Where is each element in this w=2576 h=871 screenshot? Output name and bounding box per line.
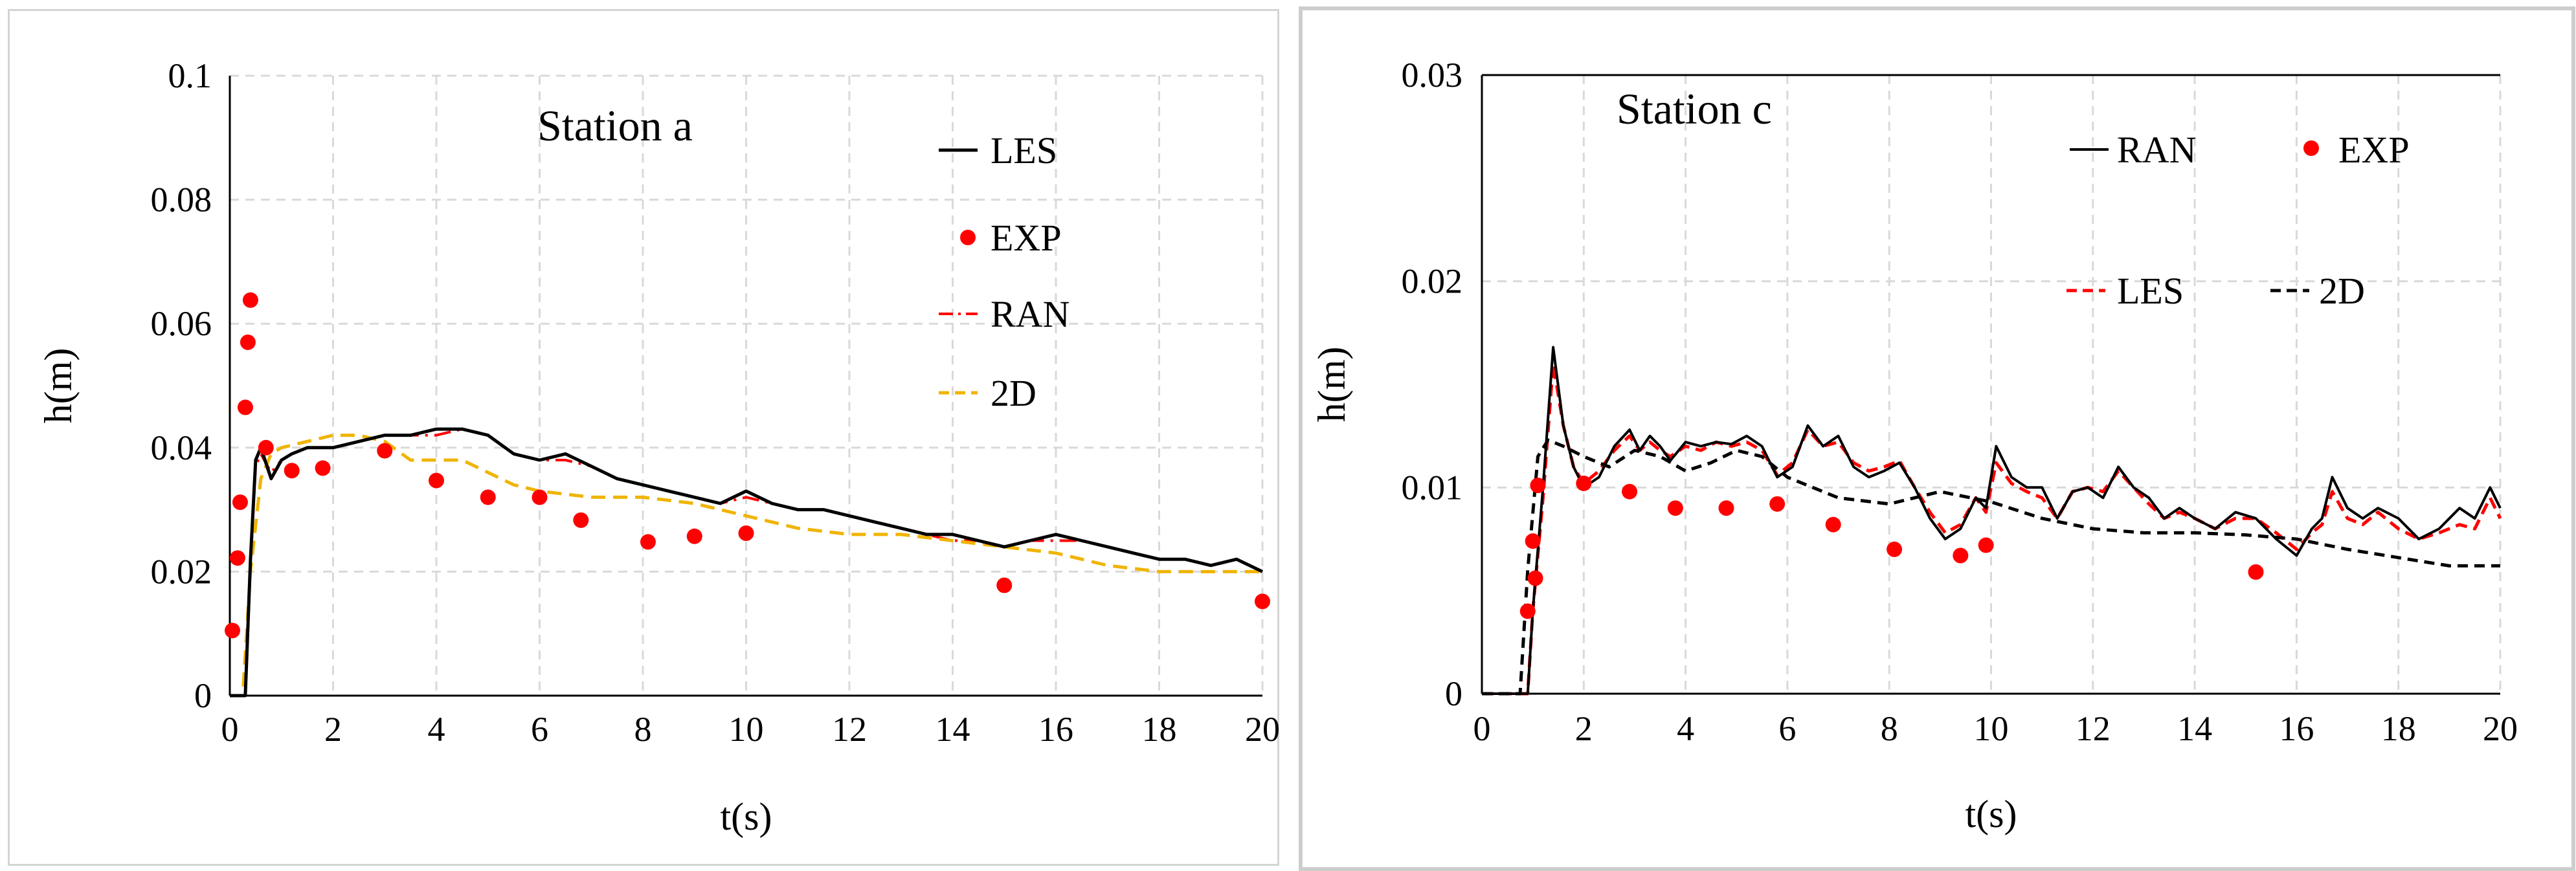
legend-label-exp: EXP [991, 217, 1062, 259]
exp-data-point [480, 489, 496, 505]
legend-label-2d: 2D [991, 372, 1036, 414]
series-line-2d [1482, 438, 2500, 696]
exp-data-point [229, 550, 245, 566]
chart-title: Station c [1617, 84, 1772, 133]
y-tick-label: 0.08 [151, 181, 212, 219]
x-tick-label: 14 [2177, 709, 2212, 748]
x-tick-label: 6 [531, 710, 548, 749]
y-tick-label: 0.1 [168, 56, 212, 95]
x-tick-label: 12 [832, 710, 867, 749]
chart-station-a: 0 2 4 6 8 10 12 14 16 18 20 0 0.02 0.04 0.06 0.08 0.1 t(s… [37, 56, 1280, 838]
y-tick-label: 0.01 [1402, 468, 1463, 507]
x-axis-label: t(s) [721, 795, 772, 838]
y-axis-label: h(m) [37, 348, 80, 424]
x-tick-label: 0 [221, 710, 239, 749]
exp-data-point [996, 577, 1013, 593]
y-tick-label: 0.03 [1402, 56, 1463, 94]
exp-data-point [1887, 541, 1903, 557]
x-tick-label: 10 [729, 710, 764, 749]
exp-data-point [573, 512, 589, 528]
exp-data-point [1953, 547, 1969, 564]
exp-data-point [1718, 500, 1734, 516]
exp-data-point [640, 534, 656, 550]
y-axis-label: h(m) [1310, 347, 1353, 423]
x-tick-label: 18 [1142, 710, 1177, 749]
x-tick-label: 0 [1473, 709, 1491, 748]
x-tick-label: 12 [2076, 709, 2111, 748]
legend-label-les: LES [991, 129, 1057, 171]
legend-marker-exp [2303, 140, 2319, 156]
x-tick-label: 20 [1245, 710, 1280, 749]
exp-data-point [1667, 500, 1683, 516]
x-tick-label: 16 [2279, 709, 2314, 748]
x-tick-label: 20 [2483, 709, 2518, 748]
exp-data-point [224, 623, 240, 639]
legend-label-les: LES [2117, 270, 2184, 312]
exp-data-point [2248, 564, 2264, 580]
exp-data-point [1622, 483, 1638, 500]
exp-data-point [1525, 533, 1541, 549]
x-axis-label: t(s) [1966, 793, 2017, 835]
exp-data-point [686, 528, 702, 544]
exp-data-point [738, 525, 754, 542]
series-line-2d [230, 434, 1262, 698]
chart-title: Station a [537, 101, 693, 150]
exp-data-point [232, 494, 248, 511]
x-tick-label: 16 [1038, 710, 1073, 749]
x-tick-label: 4 [1677, 709, 1694, 748]
y-tick-label: 0.02 [151, 552, 212, 591]
exp-data-point [377, 443, 393, 459]
x-tick-label: 8 [634, 710, 652, 749]
exp-data-point [1255, 593, 1270, 610]
legend-label-ran: RAN [991, 293, 1070, 335]
exp-data-point [1530, 478, 1546, 494]
exp-data-point [258, 439, 274, 456]
x-tick-label: 2 [1575, 709, 1593, 748]
exp-data-point [242, 292, 258, 308]
x-tick-label: 6 [1778, 709, 1796, 748]
y-tick-label: 0.06 [151, 304, 212, 343]
series-line-ran [1482, 346, 2502, 695]
chart-station-c: 0 2 4 6 8 10 12 14 16 18 20 0 0.01 0.02 0.03 t(s) h(m) St… [1310, 56, 2518, 835]
legend-label-ran: RAN [2117, 129, 2196, 171]
y-tick-label: 0 [1445, 674, 1462, 713]
series-line-les [230, 427, 1264, 698]
exp-data-point [1769, 496, 1786, 512]
legend-label-2d: 2D [2319, 270, 2365, 312]
x-tick-label: 14 [935, 710, 970, 749]
exp-data-point [1825, 516, 1841, 533]
exp-data-point [240, 334, 256, 350]
exp-data-point [1978, 537, 1994, 553]
x-tick-label: 2 [324, 710, 342, 749]
exp-data-point [1576, 475, 1592, 491]
y-tick-label: 0.02 [1402, 262, 1463, 301]
x-tick-label: 4 [428, 710, 445, 749]
x-tick-label: 10 [1974, 709, 2009, 748]
y-tick-label: 0.04 [151, 428, 212, 467]
x-tick-label: 18 [2381, 709, 2416, 748]
legend-label-exp: EXP [2338, 129, 2410, 171]
chart-panel-station-a: 0 2 4 6 8 10 12 14 16 18 20 0 0.02 0.04 0.06 0.08 0.1 t(s… [8, 9, 1280, 866]
exp-data-point [429, 472, 444, 489]
legend-marker-exp [960, 230, 976, 245]
chart-panel-station-c: 0 2 4 6 8 10 12 14 16 18 20 0 0.01 0.02 0.03 t(s) h(m) St… [1299, 6, 2575, 871]
y-tick-label: 0 [194, 676, 212, 715]
exp-data-point [237, 399, 253, 415]
exp-data-point [532, 489, 548, 505]
exp-data-point [284, 463, 300, 479]
x-tick-label: 8 [1881, 709, 1898, 748]
exp-data-point [1527, 570, 1543, 586]
exp-data-point [1519, 603, 1536, 619]
exp-data-point [315, 460, 331, 476]
